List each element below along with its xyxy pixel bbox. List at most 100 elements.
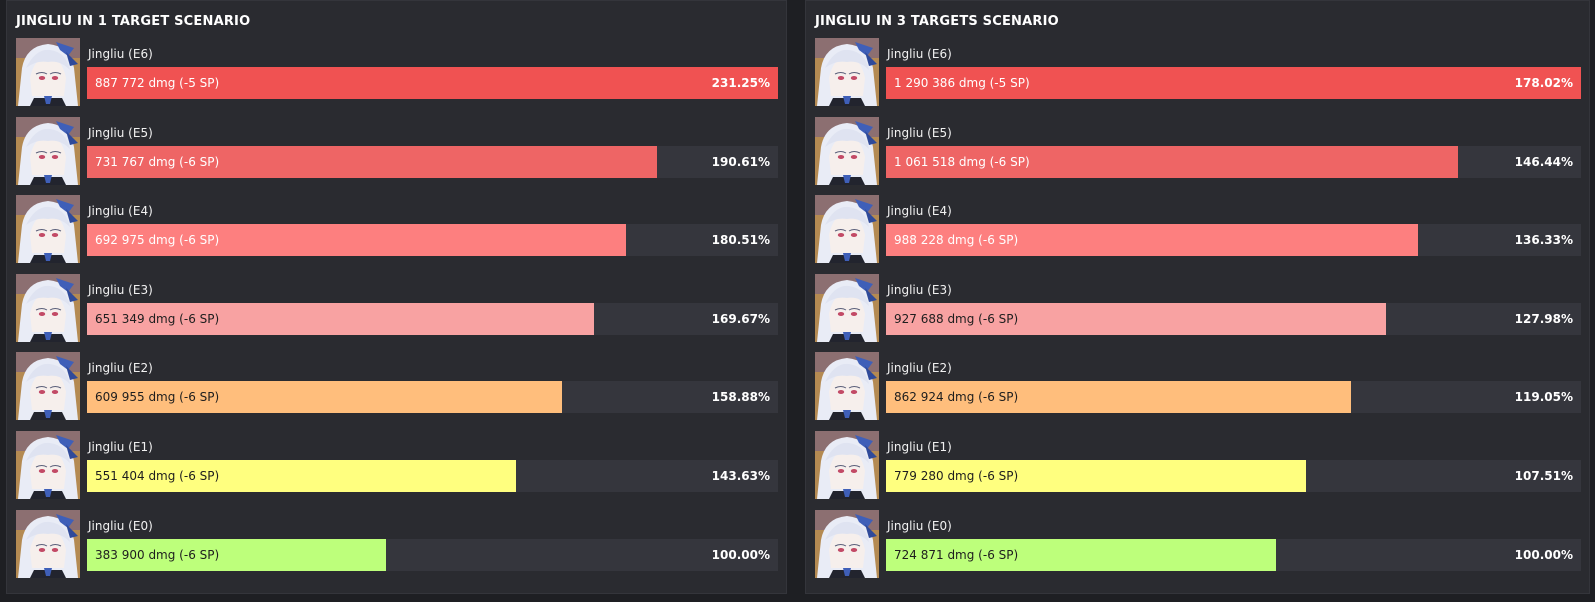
- percent-label: 190.61%: [711, 154, 770, 169]
- bar-row: Jingliu (E5) 1 061 518 dmg (-6 SP) 146.44%: [815, 116, 1581, 185]
- damage-label: 724 871 dmg (-6 SP): [894, 547, 1019, 562]
- damage-label: 692 975 dmg (-6 SP): [95, 233, 220, 248]
- bar-track: 779 280 dmg (-6 SP) 107.51%: [886, 460, 1581, 492]
- jingliu-portrait-icon: [16, 273, 80, 342]
- bar-track: 383 900 dmg (-6 SP) 100.00%: [87, 538, 778, 571]
- damage-label: 731 767 dmg (-6 SP): [95, 154, 220, 169]
- bar-row: Jingliu (E1) 779 280 dmg (-6 SP) 107.51%: [815, 431, 1581, 499]
- bar: [87, 381, 562, 414]
- damage-label: 988 228 dmg (-6 SP): [894, 233, 1019, 248]
- jingliu-portrait-icon: [815, 195, 879, 264]
- jingliu-portrait-icon: [815, 509, 879, 578]
- damage-label: 779 280 dmg (-6 SP): [894, 469, 1019, 483]
- jingliu-portrait-icon: [16, 116, 80, 185]
- jingliu-portrait-icon: [815, 38, 879, 106]
- percent-label: 127.98%: [1514, 311, 1573, 326]
- bar: [886, 302, 1386, 335]
- damage-label: 651 349 dmg (-6 SP): [95, 311, 220, 326]
- bar-row: Jingliu (E0) 383 900 dmg (-6 SP) 100.00%: [16, 509, 778, 578]
- row-name: Jingliu (E6): [88, 47, 153, 61]
- percent-label: 178.02%: [1514, 76, 1573, 90]
- damage-label: 551 404 dmg (-6 SP): [95, 469, 220, 483]
- bar-row: Jingliu (E6) 887 772 dmg (-5 SP) 231.25%: [16, 38, 778, 106]
- row-name: Jingliu (E5): [88, 125, 153, 140]
- jingliu-portrait-icon: [16, 509, 80, 578]
- percent-label: 169.67%: [711, 311, 770, 326]
- row-name: Jingliu (E6): [887, 47, 952, 61]
- row-name: Jingliu (E1): [887, 440, 952, 454]
- bar: [886, 67, 1581, 99]
- bar-track: 731 767 dmg (-6 SP) 190.61%: [87, 145, 778, 178]
- bar: [886, 460, 1306, 492]
- percent-label: 100.00%: [711, 547, 770, 562]
- bar: [87, 67, 778, 99]
- row-name: Jingliu (E3): [887, 282, 952, 297]
- row-name: Jingliu (E2): [88, 361, 153, 376]
- row-name: Jingliu (E0): [887, 518, 952, 533]
- jingliu-portrait-icon: [16, 431, 80, 499]
- jingliu-portrait-icon: [16, 352, 80, 421]
- damage-label: 927 688 dmg (-6 SP): [894, 311, 1019, 326]
- bar-row: Jingliu (E5) 731 767 dmg (-6 SP) 190.61%: [16, 116, 778, 185]
- row-name: Jingliu (E1): [88, 440, 153, 454]
- bar-track: 1 061 518 dmg (-6 SP) 146.44%: [886, 145, 1581, 178]
- jingliu-portrait-icon: [815, 273, 879, 342]
- percent-label: 107.51%: [1514, 469, 1573, 483]
- row-name: Jingliu (E3): [88, 282, 153, 297]
- bar: [886, 145, 1458, 178]
- bar: [886, 381, 1351, 414]
- bar-row: Jingliu (E2) 862 924 dmg (-6 SP) 119.05%: [815, 352, 1581, 421]
- bar-row: Jingliu (E3) 651 349 dmg (-6 SP) 169.67%: [16, 273, 778, 342]
- bar-row: Jingliu (E0) 724 871 dmg (-6 SP) 100.00%: [815, 509, 1581, 578]
- chart-panel-3-targets: JINGLIU IN 3 TARGETS SCENARIO Jingliu (E…: [805, 0, 1590, 594]
- bar: [87, 460, 517, 492]
- bar: [87, 302, 594, 335]
- jingliu-portrait-icon: [815, 431, 879, 499]
- bar-track: 724 871 dmg (-6 SP) 100.00%: [886, 538, 1581, 571]
- bar-row: Jingliu (E3) 927 688 dmg (-6 SP) 127.98%: [815, 273, 1581, 342]
- bar-row: Jingliu (E4) 988 228 dmg (-6 SP) 136.33%: [815, 195, 1581, 264]
- bar-row: Jingliu (E1) 551 404 dmg (-6 SP) 143.63%: [16, 431, 778, 499]
- row-name: Jingliu (E0): [88, 518, 153, 533]
- percent-label: 143.63%: [711, 469, 770, 483]
- chart-panel-1-target: JINGLIU IN 1 TARGET SCENARIO Jingliu (E6…: [6, 0, 787, 594]
- bar-track: 887 772 dmg (-5 SP) 231.25%: [87, 67, 778, 99]
- bar-row: Jingliu (E4) 692 975 dmg (-6 SP) 180.51%: [16, 195, 778, 264]
- bar-track: 551 404 dmg (-6 SP) 143.63%: [87, 460, 778, 492]
- bar-track: 1 290 386 dmg (-5 SP) 178.02%: [886, 67, 1581, 99]
- damage-label: 1 290 386 dmg (-5 SP): [894, 76, 1030, 90]
- bar-track: 692 975 dmg (-6 SP) 180.51%: [87, 224, 778, 257]
- bar-row: Jingliu (E6) 1 290 386 dmg (-5 SP) 178.02%: [815, 38, 1581, 106]
- bar-row: Jingliu (E2) 609 955 dmg (-6 SP) 158.88%: [16, 352, 778, 421]
- damage-label: 862 924 dmg (-6 SP): [894, 390, 1019, 405]
- jingliu-portrait-icon: [16, 38, 80, 106]
- jingliu-portrait-icon: [16, 195, 80, 264]
- row-name: Jingliu (E4): [88, 204, 153, 219]
- damage-label: 1 061 518 dmg (-6 SP): [894, 154, 1030, 169]
- percent-label: 146.44%: [1514, 154, 1573, 169]
- percent-label: 100.00%: [1514, 547, 1573, 562]
- jingliu-portrait-icon: [815, 116, 879, 185]
- percent-label: 119.05%: [1514, 390, 1573, 405]
- damage-label: 383 900 dmg (-6 SP): [95, 547, 220, 562]
- damage-label: 609 955 dmg (-6 SP): [95, 390, 220, 405]
- percent-label: 136.33%: [1514, 233, 1573, 248]
- bar: [886, 224, 1419, 257]
- bar-track: 988 228 dmg (-6 SP) 136.33%: [886, 224, 1581, 257]
- jingliu-portrait-icon: [815, 352, 879, 421]
- percent-label: 180.51%: [711, 233, 770, 248]
- chart-title: JINGLIU IN 1 TARGET SCENARIO: [16, 14, 251, 29]
- bar: [87, 538, 386, 571]
- percent-label: 231.25%: [711, 76, 770, 90]
- bar: [87, 145, 657, 178]
- row-name: Jingliu (E2): [887, 361, 952, 376]
- damage-label: 887 772 dmg (-5 SP): [95, 76, 220, 90]
- bar-track: 651 349 dmg (-6 SP) 169.67%: [87, 302, 778, 335]
- chart-title: JINGLIU IN 3 TARGETS SCENARIO: [815, 14, 1059, 29]
- bar: [87, 224, 627, 257]
- bar: [886, 538, 1277, 571]
- bar-track: 927 688 dmg (-6 SP) 127.98%: [886, 302, 1581, 335]
- bar-track: 862 924 dmg (-6 SP) 119.05%: [886, 381, 1581, 414]
- percent-label: 158.88%: [711, 390, 770, 405]
